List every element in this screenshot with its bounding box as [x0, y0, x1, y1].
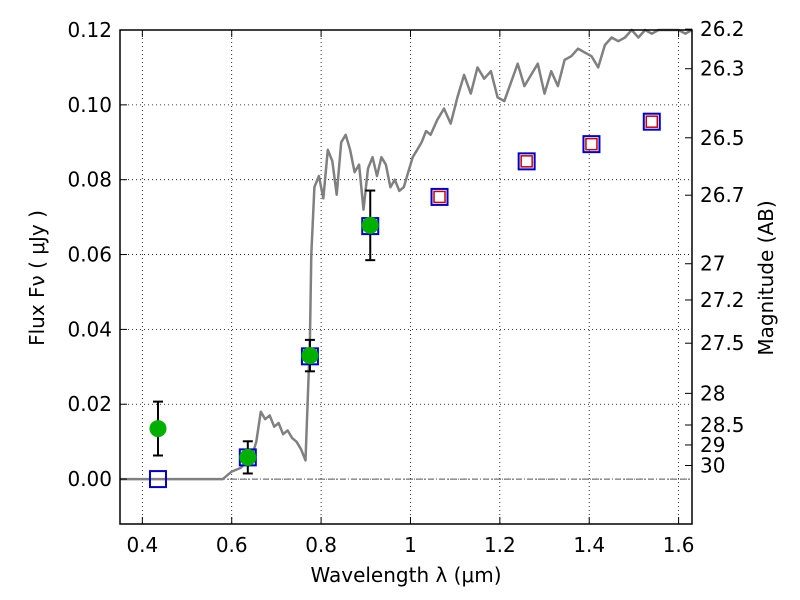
x-tick-label: 1	[404, 533, 417, 557]
model-photometry-square	[430, 187, 449, 206]
magnitude-tick-label: 26.3	[700, 57, 745, 81]
red-model-square	[520, 155, 533, 168]
observed-point	[361, 216, 379, 234]
model-photometry-squares	[148, 112, 661, 489]
observed-points	[149, 216, 379, 466]
magnitude-tick-label: 28	[700, 381, 725, 405]
magnitude-tick-label: 26.5	[700, 126, 745, 150]
x-tick-label: 0.8	[305, 533, 337, 557]
observed-point	[239, 448, 257, 466]
red-model-square	[645, 115, 659, 128]
magnitude-tick-label: 27.5	[700, 331, 745, 355]
y-tick-label: 0.06	[67, 243, 112, 267]
observed-point	[301, 347, 319, 365]
model-spectrum-line	[120, 28, 693, 481]
magnitude-tick-label: 29	[700, 433, 725, 457]
error-bars	[152, 189, 376, 475]
y-tick-label: 0.10	[67, 93, 112, 117]
red-model-square	[433, 190, 446, 204]
y-tick-label: 0.04	[67, 317, 112, 341]
magnitude-tick-label: 28.5	[700, 413, 745, 437]
magnitude-tick-label: 27.2	[700, 288, 745, 312]
red-model-squares	[433, 115, 659, 204]
x-axis-ticks: 0.4 0.6 0.8 1 1.2 1.4 1.6	[126, 30, 695, 557]
y-tick-label: 0.02	[67, 392, 112, 416]
x-axis-label: Wavelength λ (μm)	[310, 563, 501, 587]
y-axis-label: Flux Fν ( μJy )	[25, 210, 49, 346]
x-tick-label: 0.4	[126, 533, 158, 557]
magnitude-tick-label: 26.2	[700, 17, 745, 41]
magnitude-tick-label: 30	[700, 454, 725, 478]
x-tick-label: 0.6	[216, 533, 248, 557]
y-axis-ticks: 0.00 0.02 0.04 0.06 0.08 0.10 0.12	[67, 18, 127, 491]
grid-lines	[120, 29, 692, 524]
red-model-square	[585, 137, 598, 151]
x-tick-label: 1.2	[484, 533, 516, 557]
model-photometry-square	[517, 152, 536, 171]
x-tick-label: 1.6	[663, 533, 695, 557]
y-tick-label: 0.00	[67, 467, 112, 491]
magnitude-tick-label: 27	[700, 252, 725, 276]
magnitude-tick-label: 26.7	[700, 183, 745, 207]
model-photometry-square	[148, 470, 167, 489]
y-tick-label: 0.12	[67, 18, 112, 42]
plot-frame	[119, 29, 693, 525]
magnitude-axis-label: Magnitude (AB)	[754, 200, 778, 355]
y-tick-label: 0.08	[67, 168, 112, 192]
x-tick-label: 1.4	[573, 533, 605, 557]
observed-point	[149, 420, 167, 438]
model-photometry-square	[642, 112, 661, 131]
model-photometry-square	[582, 135, 601, 154]
